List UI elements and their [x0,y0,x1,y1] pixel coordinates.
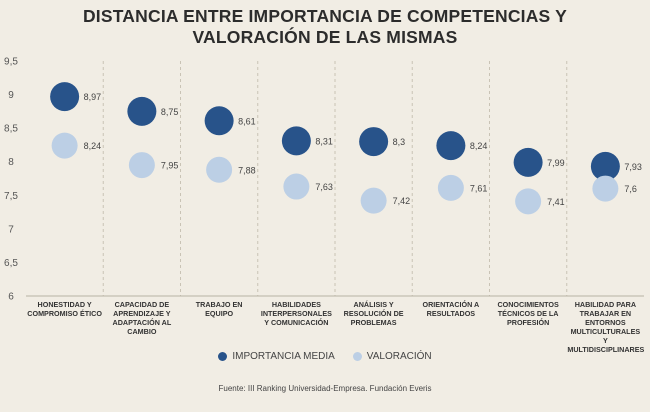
data-label-importancia: 8,31 [315,136,333,146]
data-label-importancia: 8,61 [238,116,256,126]
legend-label-valoracion: VALORACIÓN [366,351,432,362]
source-note: Fuente: III Ranking Universidad-Empresa.… [218,384,432,393]
chart-title-line-1: DISTANCIA ENTRE IMPORTANCIA DE COMPETENC… [82,6,568,26]
point-importancia [359,127,389,157]
data-label-valoracion: 7,95 [161,161,179,171]
point-importancia [590,151,620,181]
legend-item-valoracion: VALORACIÓN [352,351,432,362]
point-importancia [50,82,80,112]
point-valoracion [360,187,387,214]
point-valoracion [128,152,155,179]
point-valoracion [283,173,310,200]
data-label-valoracion: 8,24 [84,141,102,151]
point-importancia [204,106,234,136]
data-label-valoracion: 7,61 [470,183,488,193]
legend-label-importancia: IMPORTANCIA MEDIA [232,351,335,362]
y-tick-label: 8,5 [4,124,18,135]
category-label: CONOCIMIENTOS TÉCNICOS DE LA PROFESIÓN [497,300,559,327]
category-label: HABILIDADES INTERPERSONALES Y COMUNICACI… [260,300,332,327]
legend: IMPORTANCIA MEDIA VALORACIÓN [0,351,650,362]
category-label: HABILIDAD PARA TRABAJAR EN ENTORNOS MULT… [567,300,645,354]
category-label: TRABAJO EN EQUIPO [195,300,243,318]
data-label-valoracion: 7,63 [315,182,333,192]
point-valoracion [515,188,542,215]
point-valoracion [206,156,233,183]
y-tick-label: 6,5 [4,258,18,269]
point-importancia [513,147,543,177]
legend-dot-importancia [218,352,228,361]
y-tick-label: 8 [8,157,14,168]
point-importancia [281,126,311,156]
data-label-valoracion: 7,42 [393,196,411,206]
category-label: CAPACIDAD DE APRENDIZAJE Y ADAPTACIÓN AL… [112,300,172,336]
category-label: ORIENTACIÓN A RESULTADOS [422,300,480,318]
data-label-valoracion: 7,41 [547,197,565,207]
chart-title: DISTANCIA ENTRE IMPORTANCIA DE COMPETENC… [0,6,650,48]
y-tick-label: 9,5 [4,57,18,68]
point-importancia [127,96,157,126]
data-label-valoracion: 7,6 [624,184,637,194]
point-valoracion [51,132,78,159]
data-label-valoracion: 7,88 [238,165,256,175]
legend-dot-valoracion [352,352,362,361]
point-importancia [436,131,466,161]
data-label-importancia: 8,97 [84,92,102,102]
legend-item-importancia: IMPORTANCIA MEDIA [218,351,335,362]
data-label-importancia: 8,24 [470,141,488,151]
y-tick-label: 7 [8,224,14,235]
point-valoracion [592,175,619,202]
data-label-importancia: 8,75 [161,107,179,117]
chart-title-line-2: VALORACIÓN DE LAS MISMAS [192,27,458,47]
data-label-importancia: 7,93 [624,162,642,172]
category-label: HONESTIDAD Y COMPROMISO ÉTICO [27,300,102,318]
y-tick-label: 7,5 [4,191,18,202]
point-valoracion [437,174,464,201]
data-label-importancia: 7,99 [547,158,565,168]
category-label: ANÁLISIS Y RESOLUCIÓN DE PROBLEMAS [343,300,404,327]
y-tick-label: 9 [8,90,14,101]
data-label-importancia: 8,3 [393,137,406,147]
y-tick-label: 6 [8,292,14,303]
